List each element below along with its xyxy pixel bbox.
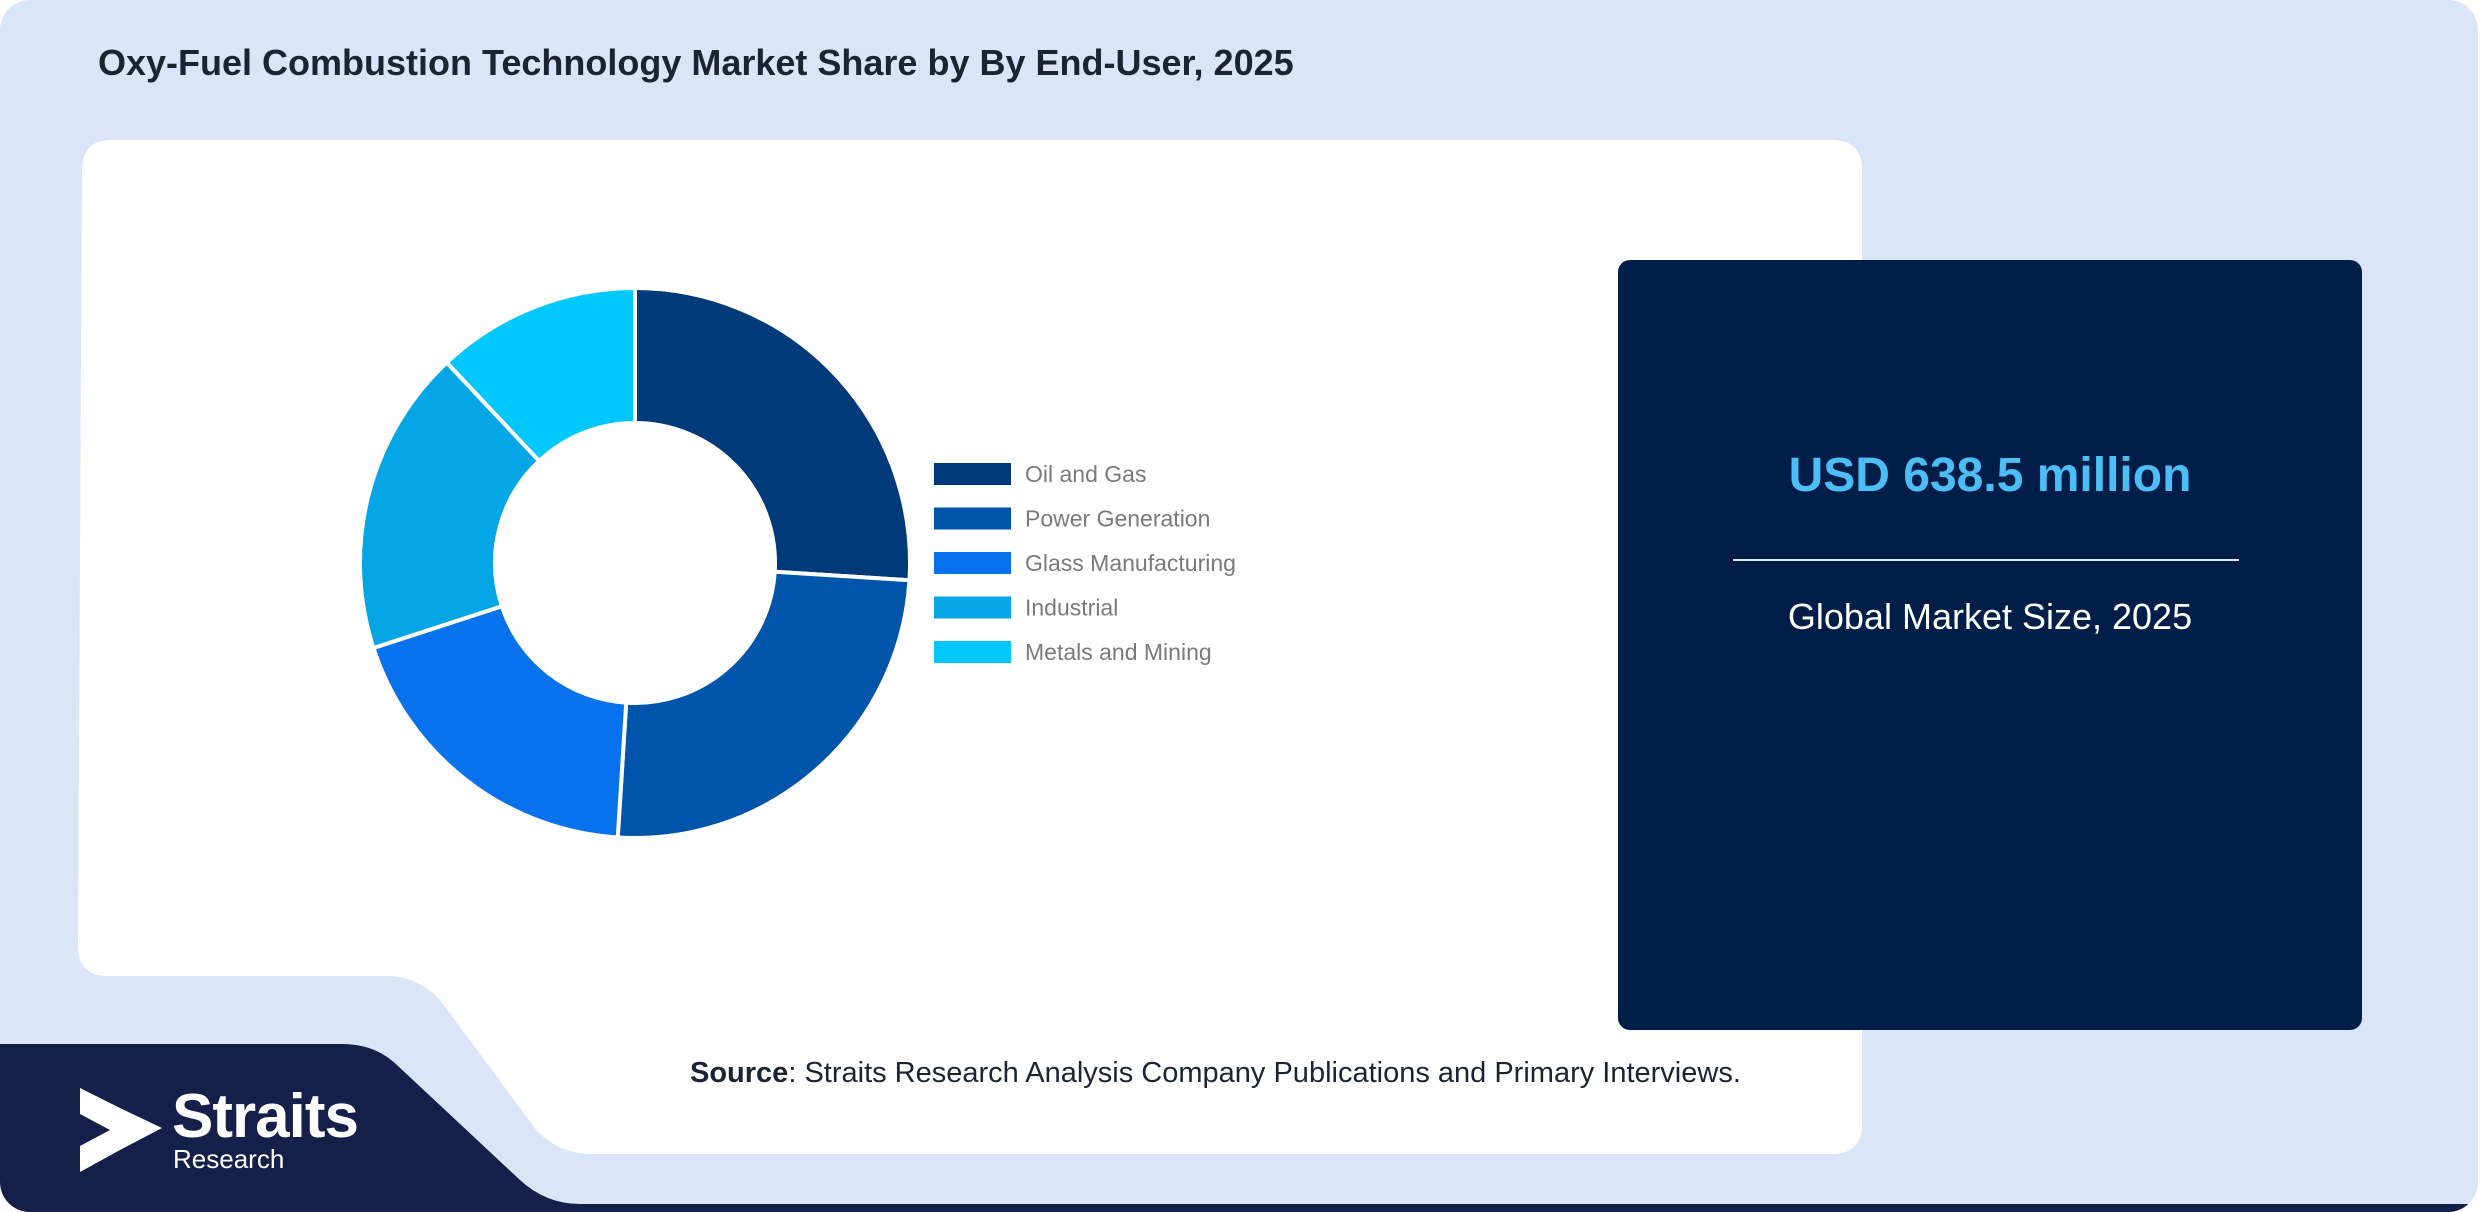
source-text: : Straits Research Analysis Company Publ…: [788, 1057, 1741, 1089]
stat-divider: [1733, 559, 2239, 561]
legend-label-1[interactable]: Power Generation: [1025, 506, 1210, 532]
straits-arrow-logo-icon: [80, 1088, 162, 1172]
legend-swatch-3: [934, 596, 1011, 619]
navy-footer-band: [0, 1044, 2478, 1212]
legend-label-2[interactable]: Glass Manufacturing: [1025, 550, 1236, 576]
brand-name: Straits: [172, 1082, 359, 1151]
source-note: Source: Straits Research Analysis Compan…: [690, 1057, 1741, 1090]
legend-swatch-1: [934, 507, 1011, 530]
source-label: Source: [690, 1057, 789, 1089]
legend-swatch-0: [934, 463, 1011, 485]
legend-swatch-4: [934, 641, 1011, 663]
page-title: Oxy-Fuel Combustion Technology Market Sh…: [98, 42, 1294, 83]
market-size-value: USD 638.5 million: [1788, 449, 2192, 502]
market-size-caption: Global Market Size, 2025: [1787, 596, 2193, 637]
legend-label-4[interactable]: Metals and Mining: [1025, 639, 1212, 665]
brand-sub: Research: [173, 1144, 285, 1174]
donut-slice-glass-manufacturing[interactable]: [370, 603, 629, 840]
straits-logo[interactable]: Straits Research: [80, 1086, 400, 1176]
market-size-card: USD 638.5 million Global Market Size, 20…: [1618, 260, 2362, 1030]
legend-label-3[interactable]: Industrial: [1025, 595, 1118, 621]
donut-slice-oil-and-gas[interactable]: [633, 285, 912, 583]
legend-label-0[interactable]: Oil and Gas: [1025, 461, 1146, 487]
donut-slice-metals-and-mining[interactable]: [443, 285, 637, 464]
legend-swatch-2: [934, 552, 1011, 574]
donut-slice-power-generation[interactable]: [615, 569, 912, 840]
donut-slice-industrial[interactable]: [358, 359, 542, 651]
